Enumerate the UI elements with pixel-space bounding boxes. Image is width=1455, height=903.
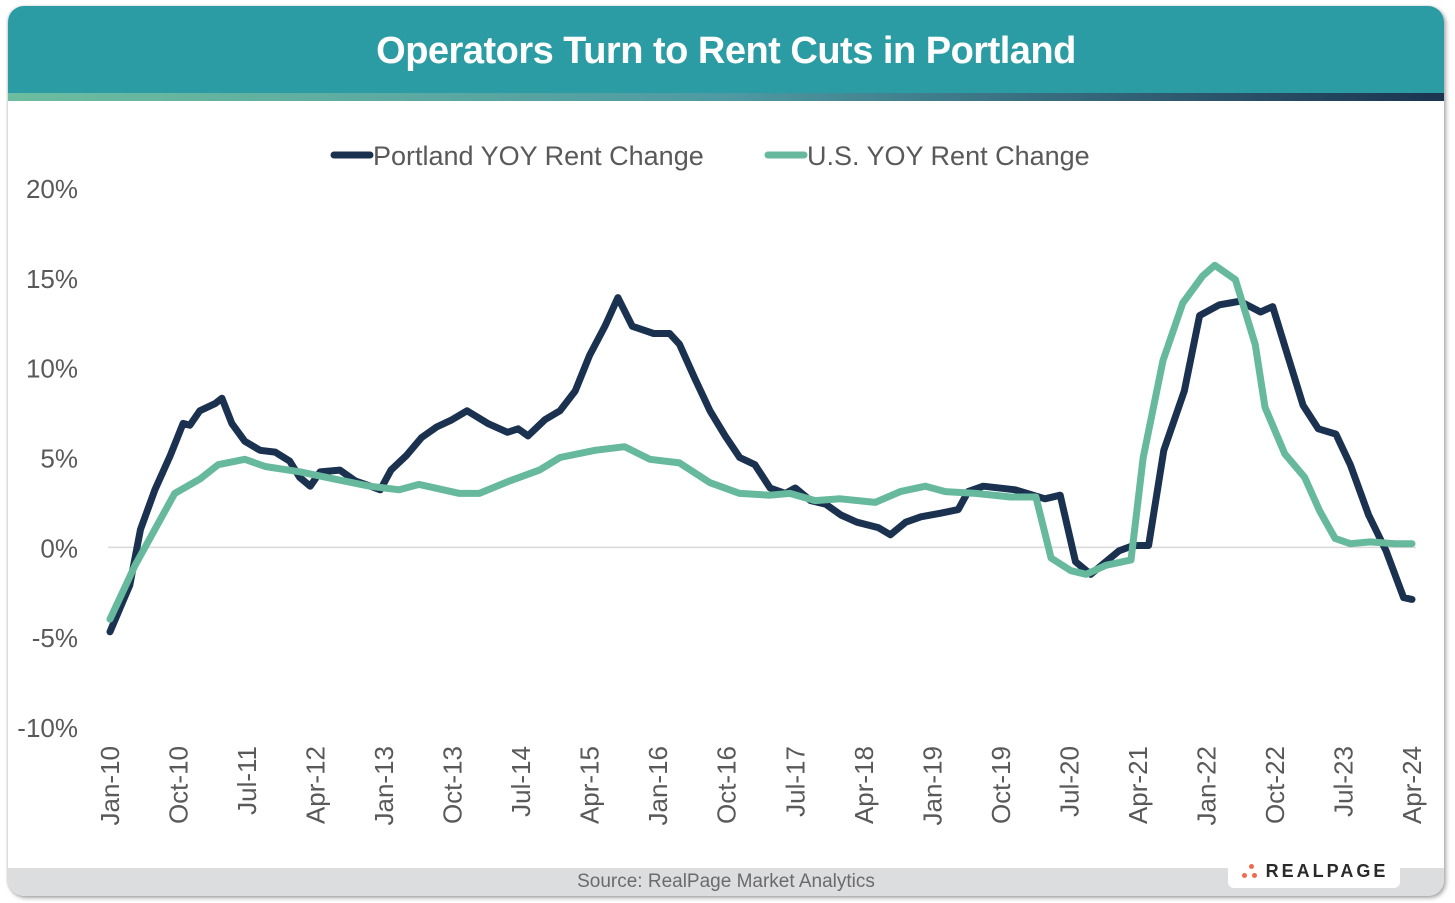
y-tick-label: 10% [26,354,78,384]
x-tick-label: Jan-22 [1191,746,1221,826]
legend-label-portland: Portland YOY Rent Change [373,141,704,171]
x-tick-label: Jul-11 [232,746,262,815]
x-tick-label: Oct-10 [164,746,194,824]
x-tick-label: Jan-10 [95,746,125,826]
y-tick-label: -5% [32,623,78,653]
chart-title: Operators Turn to Rent Cuts in Portland [376,30,1076,72]
legend: Portland YOY Rent Change U.S. YOY Rent C… [330,141,1090,171]
footer-bar [8,868,1444,896]
legend-label-us: U.S. YOY Rent Change [807,141,1090,171]
x-tick-label: Apr-15 [575,746,605,824]
x-tick-label: Oct-16 [712,746,742,824]
y-tick-label: 0% [40,533,78,563]
x-tick-label: Apr-18 [849,746,879,824]
x-tick-label: Jan-16 [643,746,673,826]
y-tick-label: -10% [17,713,78,743]
chart-card: Operators Turn to Rent Cuts in Portland … [8,6,1444,896]
x-tick-label: Oct-22 [1260,746,1290,824]
y-tick-label: 20% [26,174,78,204]
x-tick-label: Oct-19 [986,746,1016,824]
source-note: Source: RealPage Market Analytics [577,871,875,892]
x-tick-label: Apr-21 [1123,746,1153,824]
logo-dots-icon [1240,863,1262,880]
x-tick-label: Jan-13 [369,746,399,826]
realpage-logo: REALPAGE [1228,855,1400,888]
chart-header [8,6,1444,93]
x-tick-label: Jul-20 [1054,746,1084,817]
y-tick-label: 15% [26,264,78,294]
header-accent-band [8,93,1444,101]
x-tick-label: Jul-14 [506,746,536,817]
x-tick-label: Oct-13 [438,746,468,824]
x-tick-label: Apr-24 [1397,746,1427,824]
us-line [106,261,1416,623]
x-tick-label: Jan-19 [917,746,947,826]
series-group [106,261,1416,636]
x-axis: Jan-10 Oct-10 Jul-11 Apr-12 Jan-13 Oct-13 Jul-… [95,746,1427,826]
portland-line [106,294,1416,636]
y-tick-label: 5% [40,444,78,474]
x-tick-label: Jul-23 [1328,746,1358,817]
y-axis: -10% -5% 0% 5% 10% 15% 20% [17,174,78,743]
line-chart: Portland YOY Rent Change U.S. YOY Rent C… [17,141,1427,826]
x-tick-label: Jul-17 [780,746,810,817]
logo-text: REALPAGE [1265,861,1389,881]
x-tick-label: Apr-12 [301,746,331,824]
